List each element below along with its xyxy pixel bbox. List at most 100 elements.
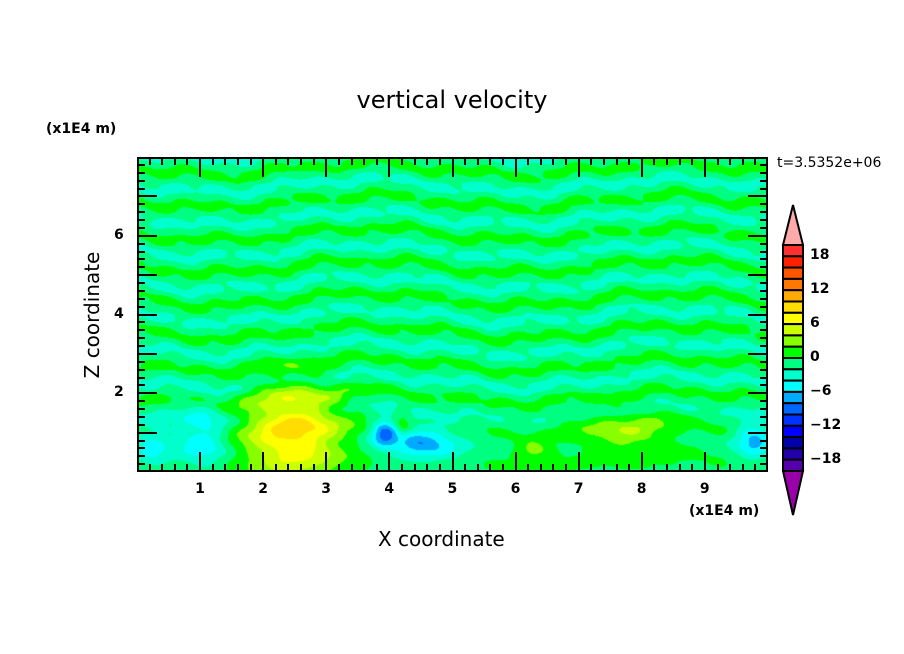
colorbar-box [782, 266, 804, 280]
x-tick [350, 464, 353, 472]
y-tick [137, 384, 145, 387]
y-tick [137, 289, 145, 292]
colorbar-box [782, 413, 804, 427]
y-tick-right [760, 187, 768, 190]
x-tick [274, 464, 277, 472]
x-tick [287, 464, 290, 472]
y-tick [137, 431, 157, 434]
colorbar-label: −18 [810, 450, 842, 467]
colorbar-box [782, 424, 804, 439]
x-tick [199, 452, 202, 472]
x-tick-top [401, 157, 404, 165]
y-tick [137, 203, 145, 206]
y-tick-right [760, 345, 768, 347]
colorbar-label: −12 [810, 416, 842, 433]
x-tick-top [199, 157, 202, 177]
x-tick [426, 464, 429, 472]
y-tick [137, 345, 145, 347]
y-tick-right [760, 211, 768, 214]
x-tick-top [577, 157, 580, 177]
x-tick-top [173, 157, 176, 165]
y-tick [137, 423, 145, 426]
y-tick-right [760, 415, 768, 418]
colorbar-box [782, 458, 804, 472]
y-tick-right [760, 439, 768, 442]
y-tick-label: 6 [114, 226, 124, 243]
y-tick [137, 360, 145, 363]
colorbar-box [782, 244, 804, 258]
y-tick-right [760, 171, 768, 174]
y-tick-right [760, 250, 768, 253]
colorbar-box [782, 323, 804, 337]
y-tick [137, 352, 157, 355]
colorbar-box [782, 311, 804, 326]
x-tick-top [628, 157, 631, 165]
x-tick [590, 464, 593, 472]
colorbar-under-triangle [781, 470, 805, 516]
y-tick-right [748, 234, 768, 237]
y-tick [137, 234, 157, 237]
y-tick [137, 179, 145, 182]
x-tick-top [262, 157, 265, 177]
x-tick [173, 464, 176, 472]
x-tick [375, 464, 378, 472]
y-tick-right [748, 352, 768, 355]
x-tick-top [716, 157, 719, 165]
x-tick [161, 464, 164, 472]
x-tick-top [274, 157, 277, 165]
x-tick-top [489, 157, 492, 165]
x-tick-label: 1 [195, 481, 205, 497]
colorbar-box [782, 334, 804, 348]
x-tick-label: 6 [510, 481, 521, 497]
colorbar-box [782, 390, 804, 405]
y-unit-label: (x1E4 m) [46, 121, 117, 137]
y-tick [137, 163, 145, 166]
y-tick [137, 408, 145, 410]
x-tick-top [565, 157, 568, 165]
x-tick [565, 464, 568, 472]
colorbar-label: 6 [810, 315, 820, 332]
y-tick-right [748, 392, 768, 395]
x-tick-top [552, 157, 555, 165]
x-tick [337, 464, 340, 472]
x-tick-top [602, 157, 605, 165]
y-tick-label: 2 [114, 384, 124, 401]
colorbar-label: −6 [810, 382, 832, 399]
y-tick-label: 4 [114, 305, 124, 322]
plot-area [137, 157, 768, 472]
x-tick [438, 464, 441, 472]
x-tick-top [337, 157, 340, 165]
y-tick-right [760, 266, 768, 269]
x-tick-top [300, 157, 303, 165]
x-tick-top [514, 157, 517, 177]
x-tick [401, 464, 404, 472]
x-tick [476, 464, 479, 472]
x-tick [501, 464, 504, 472]
colorbar-box [782, 300, 804, 314]
x-tick [716, 464, 719, 472]
y-tick-right [760, 423, 768, 426]
x-tick [628, 464, 631, 472]
x-tick [729, 464, 732, 472]
x-tick-top [666, 157, 669, 165]
x-tick [363, 464, 366, 472]
x-tick [388, 452, 391, 472]
y-tick-right [748, 313, 768, 316]
x-tick-top [438, 157, 441, 165]
x-tick-top [312, 157, 315, 165]
x-tick [300, 464, 303, 472]
x-tick [539, 464, 542, 472]
y-axis-label: Z coordinate [80, 251, 104, 379]
x-tick [615, 464, 618, 472]
x-tick-label: 8 [636, 481, 647, 497]
y-tick [137, 447, 145, 450]
colorbar-box [782, 447, 804, 461]
x-tick-top [729, 157, 732, 165]
y-tick [137, 415, 145, 418]
y-tick-right [760, 455, 768, 458]
y-tick [137, 392, 157, 395]
x-tick-label: 9 [699, 481, 710, 497]
y-tick-right [748, 195, 768, 198]
x-tick-top [539, 157, 542, 165]
x-tick [527, 464, 530, 472]
